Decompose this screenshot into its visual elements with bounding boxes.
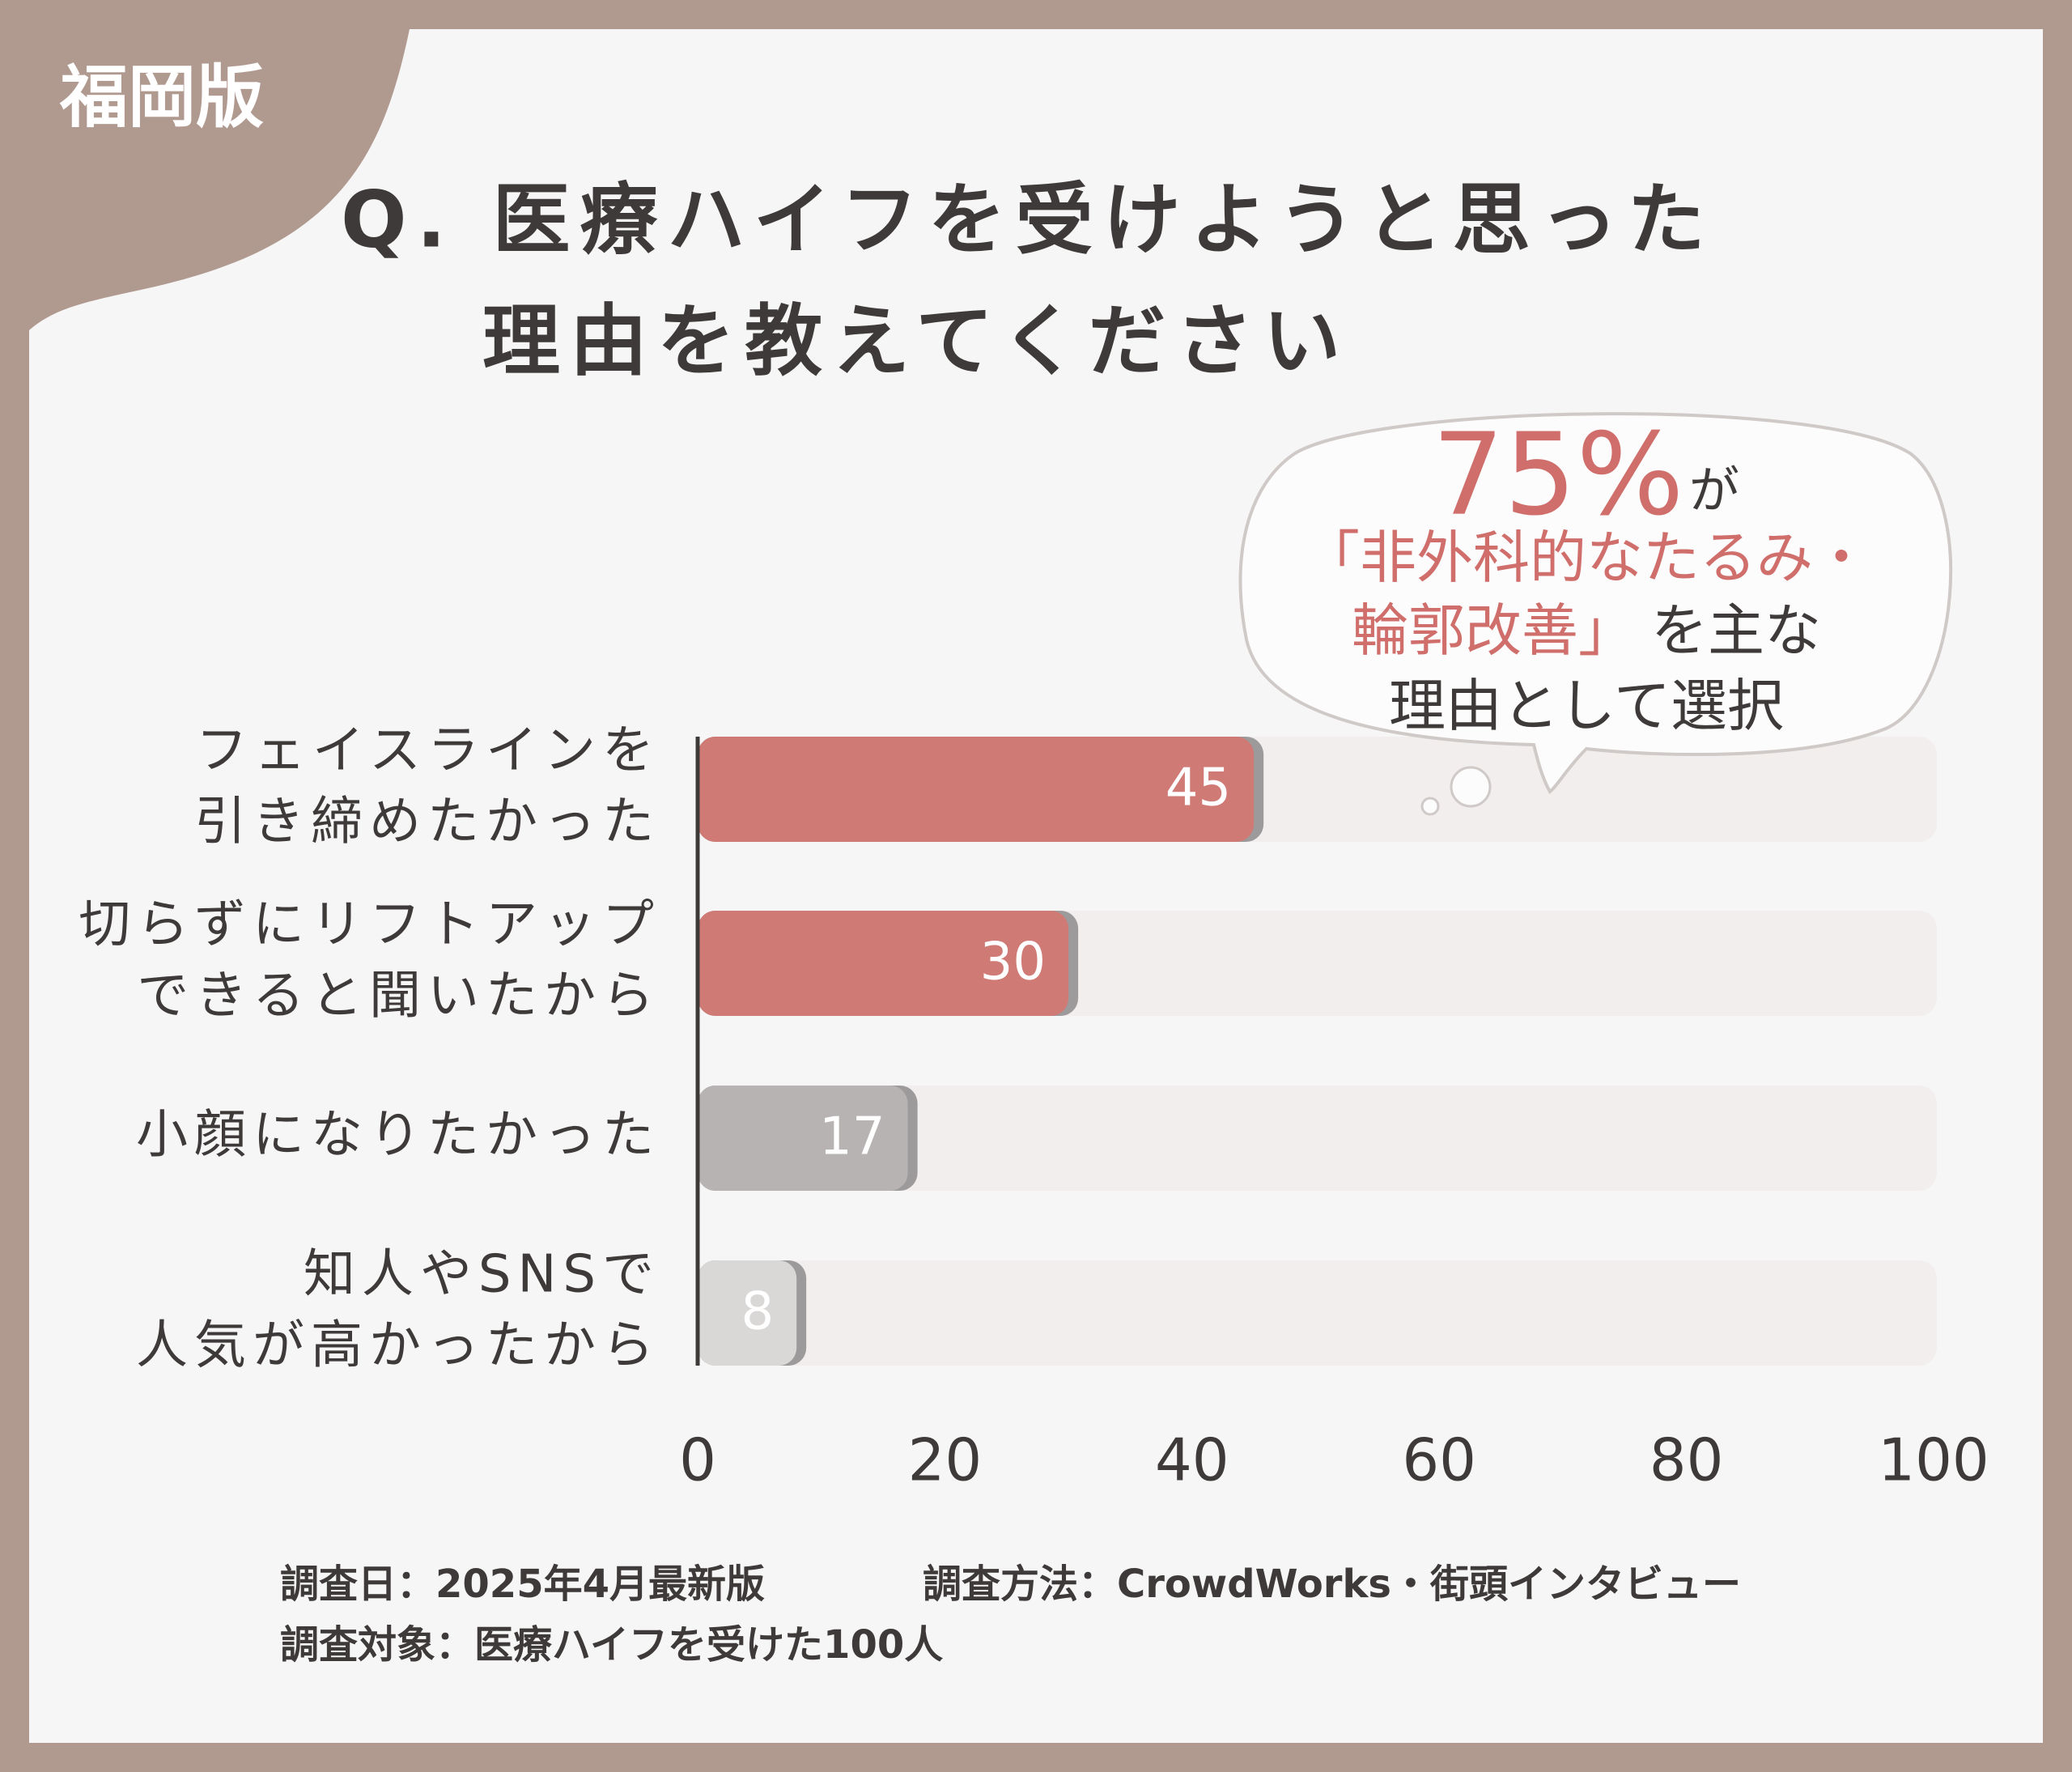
category-label: 人気が高かったから <box>136 1316 660 1376</box>
category-label: フェイスラインを <box>196 721 660 781</box>
x-tick-label: 20 <box>908 1426 983 1494</box>
category-label: 小顔になりたかった <box>136 1106 660 1166</box>
category-label: 引き締めたかった <box>194 793 660 852</box>
value-label: 30 <box>980 933 1046 992</box>
category-label: 切らずにリフトアップ <box>79 895 660 955</box>
callout-highlight: 輪郭改善」 <box>1352 597 1635 664</box>
callout-text: を主な <box>1651 597 1821 664</box>
title: 理由を教えてください <box>482 295 1350 386</box>
title: Q. 医療ハイフを受けようと思った <box>341 174 1715 265</box>
value-label: 8 <box>741 1282 774 1342</box>
x-tick-label: 60 <box>1402 1426 1476 1494</box>
footer: 調査日：2025年4月最新版 <box>280 1562 765 1607</box>
category-label: できると聞いたから <box>137 967 660 1026</box>
callout-dot <box>1450 766 1492 808</box>
x-tick-label: 100 <box>1878 1426 1989 1494</box>
bar <box>698 1260 797 1366</box>
panel <box>29 29 2043 1743</box>
callout-percent: 75% <box>1432 410 1684 542</box>
x-tick-label: 80 <box>1650 1426 1724 1494</box>
value-label: 45 <box>1166 759 1231 818</box>
callout-line: 輪郭改善」 を主な <box>1352 597 1821 664</box>
callout-text: 理由として選択 <box>1389 673 1784 739</box>
x-tick-label: 40 <box>1155 1426 1229 1494</box>
footer: 調査方法：CrowdWorks・街頭インタビュー <box>923 1562 1741 1607</box>
callout-text: が <box>1689 461 1739 520</box>
x-tick-label: 0 <box>679 1426 716 1494</box>
bar-track <box>698 1260 1937 1366</box>
category-label: 知人やSNSで <box>304 1245 660 1305</box>
callout-dot <box>1420 797 1440 816</box>
badge-shape <box>29 29 410 330</box>
bar <box>698 911 1069 1016</box>
bar <box>698 737 1255 842</box>
bar <box>698 1086 908 1191</box>
callout-bubble <box>1238 412 1953 795</box>
badge: 福岡版 <box>59 57 264 137</box>
footer: 調査対象：医療ハイフを受けた100人 <box>280 1622 943 1668</box>
callout-highlight: 「非外科的なたるみ・ <box>1303 525 1870 591</box>
value-label: 17 <box>819 1107 885 1167</box>
bar-track <box>698 1086 1937 1191</box>
